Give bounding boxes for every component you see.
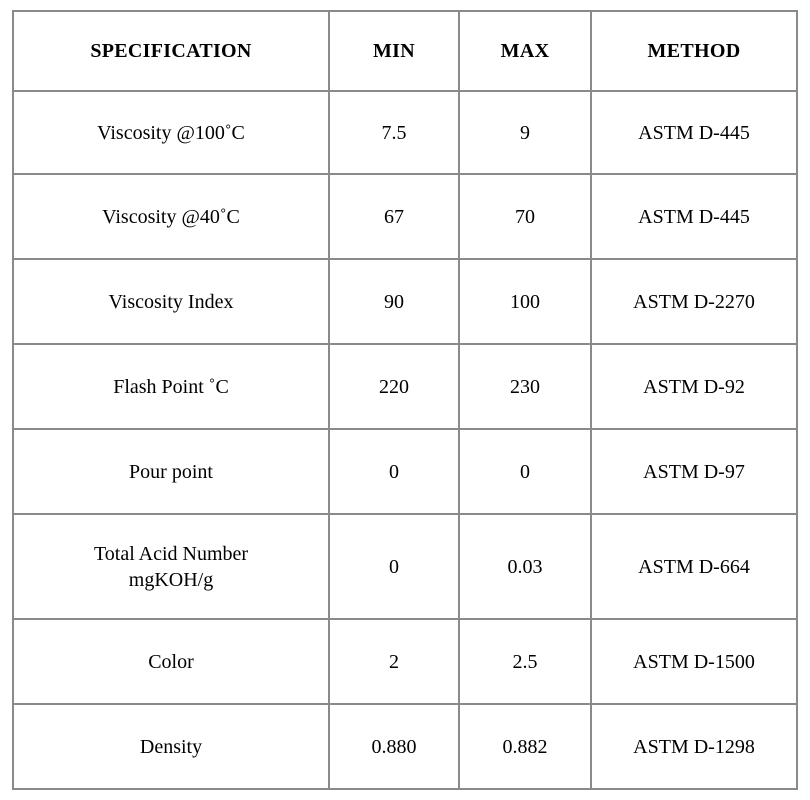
min-cell: 67 [328, 173, 460, 260]
min-cell: 90 [328, 258, 460, 345]
column-header-min: MIN [328, 10, 460, 92]
method-cell: ASTM D-92 [590, 343, 798, 430]
min-cell: 7.5 [328, 90, 460, 175]
max-cell: 70 [458, 173, 592, 260]
table-row: Viscosity @100˚C 7.5 9 ASTM D-445 [12, 90, 798, 175]
min-cell: 220 [328, 343, 460, 430]
max-cell: 9 [458, 90, 592, 175]
min-cell: 0.880 [328, 703, 460, 790]
table-row: Density 0.880 0.882 ASTM D-1298 [12, 703, 798, 790]
method-cell: ASTM D-2270 [590, 258, 798, 345]
method-cell: ASTM D-445 [590, 90, 798, 175]
method-cell: ASTM D-97 [590, 428, 798, 515]
max-cell: 100 [458, 258, 592, 345]
column-header-max: MAX [458, 10, 592, 92]
spec-cell: Viscosity @40˚C [12, 173, 330, 260]
column-header-method: METHOD [590, 10, 798, 92]
min-cell: 0 [328, 513, 460, 620]
max-cell: 0 [458, 428, 592, 515]
max-cell: 2.5 [458, 618, 592, 705]
method-cell: ASTM D-1298 [590, 703, 798, 790]
min-cell: 0 [328, 428, 460, 515]
spec-cell: Flash Point ˚C [12, 343, 330, 430]
spec-cell: Color [12, 618, 330, 705]
specification-table: SPECIFICATION MIN MAX METHOD Viscosity @… [12, 10, 798, 790]
spec-cell: Total Acid Number mgKOH/g [12, 513, 330, 620]
spec-cell: Viscosity @100˚C [12, 90, 330, 175]
spec-cell: Density [12, 703, 330, 790]
min-cell: 2 [328, 618, 460, 705]
header-row: SPECIFICATION MIN MAX METHOD [12, 10, 798, 92]
method-cell: ASTM D-1500 [590, 618, 798, 705]
table-row: Total Acid Number mgKOH/g 0 0.03 ASTM D-… [12, 513, 798, 620]
max-cell: 230 [458, 343, 592, 430]
column-header-specification: SPECIFICATION [12, 10, 330, 92]
max-cell: 0.882 [458, 703, 592, 790]
method-cell: ASTM D-445 [590, 173, 798, 260]
table-row: Pour point 0 0 ASTM D-97 [12, 428, 798, 515]
table-row: Color 2 2.5 ASTM D-1500 [12, 618, 798, 705]
method-cell: ASTM D-664 [590, 513, 798, 620]
table-row: Flash Point ˚C 220 230 ASTM D-92 [12, 343, 798, 430]
max-cell: 0.03 [458, 513, 592, 620]
table-row: Viscosity Index 90 100 ASTM D-2270 [12, 258, 798, 345]
spec-cell: Pour point [12, 428, 330, 515]
spec-cell: Viscosity Index [12, 258, 330, 345]
table-row: Viscosity @40˚C 67 70 ASTM D-445 [12, 173, 798, 260]
